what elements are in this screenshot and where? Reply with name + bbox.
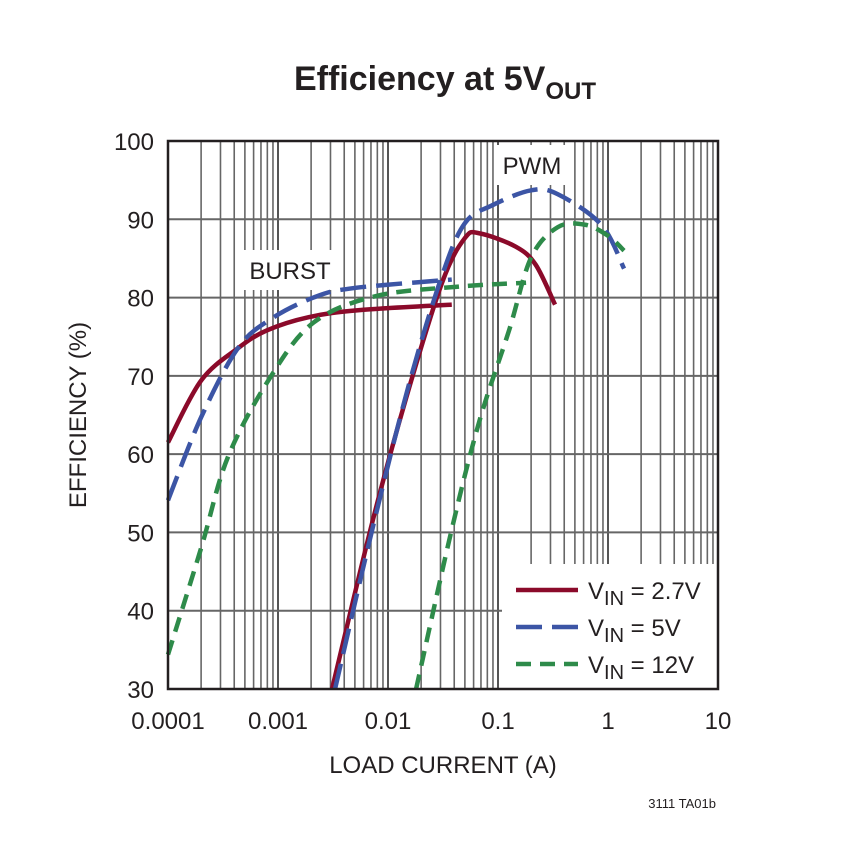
footnote: 3111 TA01b: [648, 796, 716, 811]
series-line-1-burst: [165, 277, 452, 502]
series-line-2-burst: [165, 280, 527, 656]
curves: [165, 186, 627, 690]
y-tick-label: 100: [114, 129, 154, 156]
y-tick-label: 60: [127, 442, 154, 469]
y-tick-label: 40: [127, 599, 154, 626]
x-axis-label: LOAD CURRENT (A): [329, 752, 557, 779]
x-tick-label: 0.0001: [131, 708, 204, 735]
x-tick-label: 0.001: [248, 708, 308, 735]
plot-frame: [166, 139, 720, 691]
burst-label: BURST: [249, 258, 331, 285]
chart-title-subscript: OUT: [545, 78, 596, 105]
burst-label-bg: [243, 250, 336, 290]
x-tick-label: 1: [601, 708, 614, 735]
chart-title-main: Efficiency at 5V: [294, 60, 546, 98]
pwm-label: PWM: [503, 153, 562, 180]
legend: VIN = 2.7V VIN = 5V VIN = 12V: [502, 564, 717, 688]
y-axis-label: EFFICIENCY (%): [65, 322, 92, 508]
x-tick-label: 10: [705, 708, 732, 735]
legend-entry: VIN = 12V: [588, 652, 694, 684]
y-tick-label: 30: [127, 677, 154, 704]
legend-entry: VIN = 5V: [588, 615, 681, 647]
y-tick-label: 70: [127, 364, 154, 391]
pwm-label-bg: [494, 145, 569, 185]
y-tick-label: 80: [127, 286, 154, 313]
x-tick-label: 0.01: [365, 708, 412, 735]
series-line-2-pwm: [413, 221, 626, 690]
y-tick-label: 90: [127, 207, 154, 234]
y-tick-label: 50: [127, 520, 154, 547]
legend-entry: VIN = 2.7V: [588, 578, 701, 610]
series-line-0-pwm: [329, 229, 558, 690]
x-tick-label: 0.1: [481, 708, 514, 735]
chart-title: Efficiency at 5VOUT: [294, 60, 596, 105]
series-line-0-burst: [166, 302, 452, 444]
series-line-1-pwm: [332, 186, 627, 690]
